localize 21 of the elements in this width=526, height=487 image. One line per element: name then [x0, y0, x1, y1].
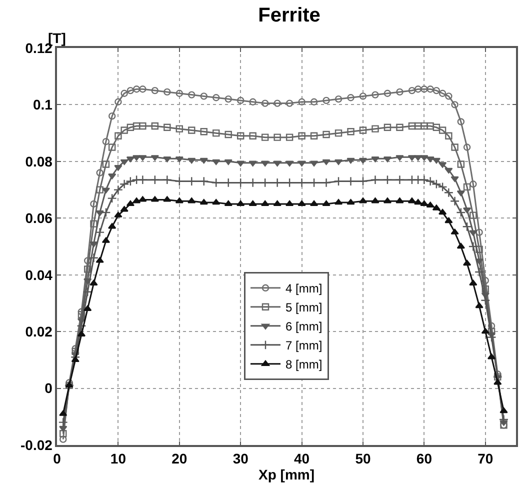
legend-label: 7 [mm] [286, 338, 322, 353]
x-tick-label: 20 [172, 450, 188, 467]
y-tick-label: 0.1 [32, 96, 53, 113]
y-tick-label: -0.02 [20, 436, 53, 453]
legend-label: 4 [mm] [286, 282, 322, 296]
legend-label: 6 [mm] [286, 320, 322, 334]
x-tick-label: 70 [478, 450, 494, 467]
y-tick-label: 0.04 [25, 266, 53, 283]
x-tick-label: 60 [416, 450, 432, 467]
y-tick-label: 0 [44, 380, 53, 396]
chart-title: Ferrite [258, 4, 320, 26]
y-tick-label: 0.06 [25, 210, 53, 226]
x-tick-label: 40 [294, 450, 310, 467]
legend-label: 8 [mm] [286, 358, 322, 372]
y-tick-label: 0.08 [25, 153, 53, 170]
x-axis-title: Xp [mm] [258, 466, 314, 483]
x-tick-label: 10 [110, 450, 126, 467]
x-tick-label: 30 [232, 450, 249, 467]
y-tick-label: 0.02 [25, 323, 53, 340]
legend-label: 5 [mm] [286, 300, 322, 315]
x-tick-label: 50 [355, 450, 371, 467]
